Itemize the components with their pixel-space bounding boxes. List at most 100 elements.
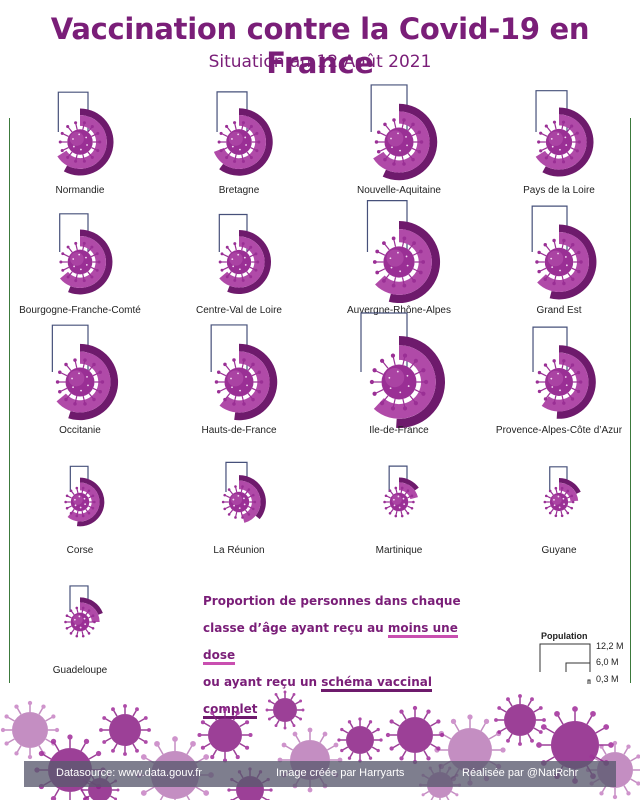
virus-icon bbox=[537, 120, 581, 164]
region-chart-4: Pays de la Loire bbox=[523, 90, 595, 196]
region-chart-6: Centre-Val de Loire bbox=[196, 213, 282, 316]
virus-icon bbox=[535, 359, 583, 405]
complete-scheme-arc bbox=[388, 220, 441, 304]
decorative-virus-icon bbox=[197, 707, 253, 763]
region-label: La Réunion bbox=[213, 545, 264, 556]
region-chart-1: Normandie bbox=[56, 91, 114, 196]
virus-icon bbox=[55, 358, 105, 406]
region-label: Guyane bbox=[541, 545, 576, 556]
complete-scheme-arc bbox=[542, 107, 594, 177]
region-chart-11: Ile-de-France bbox=[360, 312, 445, 436]
region-label: Occitanie bbox=[59, 425, 101, 436]
page-subtitle: Situation au 12 Août 2021 bbox=[208, 52, 432, 72]
virus-icon bbox=[543, 486, 575, 518]
virus-icon bbox=[372, 236, 426, 288]
region-chart-5: Bourgogne-Franche-Comté bbox=[19, 213, 141, 316]
region-chart-17: Guadeloupe bbox=[53, 585, 108, 676]
region-chart-7: Auvergne-Rhône-Alpes bbox=[347, 200, 451, 316]
complete-scheme-arc bbox=[396, 336, 445, 428]
region-chart-12: Provence-Alpes-Côte d’Azur bbox=[496, 326, 623, 436]
frame-line-right bbox=[630, 118, 631, 683]
virus-icon bbox=[214, 358, 264, 406]
population-legend-title: Population bbox=[541, 631, 588, 641]
one-dose-arc bbox=[213, 115, 266, 169]
region-chart-9: Occitanie bbox=[51, 324, 119, 436]
footer-image-credit: Image créée par Harryarts bbox=[276, 767, 405, 779]
one-dose-arc bbox=[219, 351, 270, 413]
complete-scheme-arc bbox=[559, 477, 581, 494]
region-chart-2: Bretagne bbox=[213, 91, 273, 196]
complete-scheme-arc bbox=[219, 108, 273, 176]
legend-line-3: ou ayant reçu un schéma vaccinal complet bbox=[203, 669, 473, 723]
footer-source: Datasource: www.data.gouv.fr bbox=[56, 767, 202, 779]
region-chart-14: La Réunion bbox=[213, 461, 266, 556]
one-dose-arc bbox=[239, 480, 261, 523]
region-label: Grand Est bbox=[536, 305, 581, 316]
region-chart-15: Martinique bbox=[376, 465, 423, 556]
region-chart-10: Hauts-de-France bbox=[201, 324, 278, 436]
decorative-virus-icon bbox=[337, 717, 383, 763]
footer-bar: Datasource: www.data.gouv.fr Image créée… bbox=[24, 761, 616, 787]
virus-icon bbox=[64, 486, 96, 518]
footer-author: Réalisée par @NatRchr bbox=[462, 767, 579, 779]
virus-icon bbox=[374, 118, 424, 166]
region-label: Hauts-de-France bbox=[201, 425, 276, 436]
one-dose-arc bbox=[559, 482, 579, 502]
complete-scheme-arc bbox=[68, 343, 119, 421]
virus-icon bbox=[535, 238, 583, 286]
region-chart-13: Corse bbox=[64, 465, 105, 556]
region-label: Bretagne bbox=[219, 185, 260, 196]
virus-icon bbox=[369, 353, 429, 411]
complete-scheme-arc bbox=[227, 229, 272, 295]
complete-scheme-arc bbox=[382, 103, 438, 181]
one-dose-arc bbox=[375, 229, 432, 295]
legend-complete-highlight: schéma vaccinal complet bbox=[203, 675, 432, 719]
one-dose-arc bbox=[537, 232, 589, 292]
one-dose-arc bbox=[219, 236, 265, 288]
population-legend-value-2: 6,0 M bbox=[596, 657, 619, 667]
virus-icon bbox=[383, 486, 415, 518]
region-label: Guadeloupe bbox=[53, 665, 108, 676]
complete-scheme-arc bbox=[399, 477, 419, 491]
complete-scheme-arc bbox=[239, 475, 266, 520]
region-label: Martinique bbox=[376, 545, 423, 556]
decorative-virus-icon bbox=[494, 694, 546, 746]
legend-line-2: classe d’âge ayant reçu au moins une dos… bbox=[203, 615, 473, 669]
virus-icon bbox=[64, 606, 96, 638]
one-dose-arc bbox=[373, 345, 436, 419]
region-chart-8: Grand Est bbox=[531, 205, 597, 316]
region-label: Corse bbox=[67, 545, 94, 556]
region-label: Ile-de-France bbox=[369, 425, 429, 436]
complete-scheme-arc bbox=[76, 477, 105, 527]
complete-scheme-arc bbox=[63, 108, 114, 176]
legend-one-dose-highlight: moins une dose bbox=[203, 621, 458, 665]
virus-icon bbox=[58, 121, 102, 163]
virus-icon bbox=[218, 242, 260, 282]
region-label: Bourgogne-Franche-Comté bbox=[19, 305, 141, 316]
region-chart-16: Guyane bbox=[541, 466, 581, 556]
virus-icon bbox=[217, 121, 261, 163]
region-label: Normandie bbox=[56, 185, 105, 196]
complete-scheme-arc bbox=[234, 343, 278, 421]
region-chart-3: Nouvelle-Aquitaine bbox=[357, 84, 441, 196]
population-legend-value-3: 0,3 M bbox=[596, 674, 619, 684]
complete-scheme-arc bbox=[68, 229, 113, 295]
decorative-virus-icon bbox=[265, 690, 305, 730]
region-label: Centre-Val de Loire bbox=[196, 305, 282, 316]
complete-scheme-arc bbox=[80, 597, 103, 615]
decorative-virus-icon bbox=[0, 700, 60, 760]
one-dose-arc bbox=[56, 351, 111, 413]
frame-line-left bbox=[9, 118, 10, 683]
population-legend-value-1: 12,2 M bbox=[596, 641, 624, 651]
region-label: Provence-Alpes-Côte d’Azur bbox=[496, 425, 623, 436]
legend-line-1: Proportion de personnes dans chaque bbox=[203, 594, 461, 608]
one-dose-arc bbox=[67, 482, 100, 522]
complete-scheme-arc bbox=[556, 345, 596, 419]
one-dose-arc bbox=[80, 602, 100, 622]
region-label: Nouvelle-Aquitaine bbox=[357, 185, 441, 196]
decorative-virus-icon bbox=[385, 705, 445, 765]
region-label: Auvergne-Rhône-Alpes bbox=[347, 305, 451, 316]
decorative-virus-icon bbox=[99, 704, 151, 756]
one-dose-arc bbox=[59, 236, 106, 288]
